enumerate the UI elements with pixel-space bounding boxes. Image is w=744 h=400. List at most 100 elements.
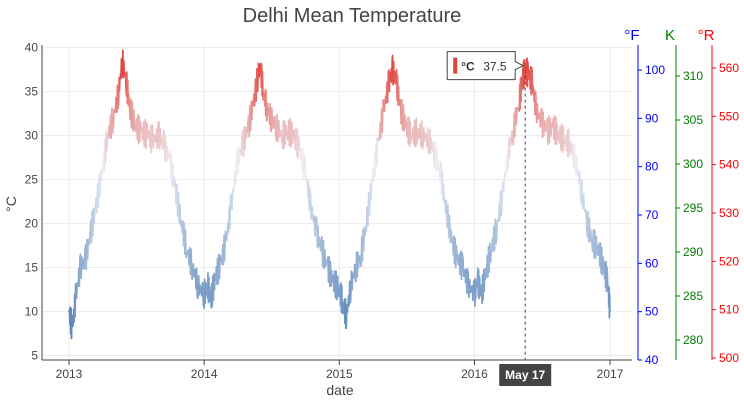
series-segment[interactable] <box>93 207 96 225</box>
secondary-tick-label: 530 <box>719 206 739 220</box>
series-segment[interactable] <box>383 100 386 113</box>
series-segment[interactable] <box>589 228 593 239</box>
series-segment[interactable] <box>195 267 199 298</box>
series-segment[interactable] <box>123 60 126 77</box>
series-segment[interactable] <box>573 143 576 175</box>
series-segment[interactable] <box>461 252 464 259</box>
series-segment[interactable] <box>472 280 475 302</box>
series-segment[interactable] <box>246 123 249 133</box>
series-segment[interactable] <box>515 106 518 125</box>
series-segment[interactable] <box>192 263 195 275</box>
secondary-tick-label: 520 <box>719 254 739 268</box>
series-segment[interactable] <box>145 121 149 130</box>
y-tick-label: 10 <box>25 305 39 319</box>
series-segment[interactable] <box>229 195 232 230</box>
series-segment[interactable] <box>166 145 169 160</box>
series-segment[interactable] <box>393 71 396 79</box>
series-segment[interactable] <box>78 256 81 287</box>
series-segment[interactable] <box>304 161 307 181</box>
series-segment[interactable] <box>544 122 548 133</box>
series-segment[interactable] <box>527 67 530 78</box>
series-segment[interactable] <box>179 204 182 227</box>
series-segment[interactable] <box>569 141 573 151</box>
series-segment[interactable] <box>563 142 566 151</box>
series-segment[interactable] <box>420 120 424 150</box>
series-segment[interactable] <box>346 304 349 313</box>
series-segment[interactable] <box>303 154 307 164</box>
secondary-tick-label: 305 <box>683 113 703 127</box>
series-segment[interactable] <box>280 129 283 143</box>
series-segment[interactable] <box>274 115 277 138</box>
series-segment[interactable] <box>88 228 91 242</box>
series-segment[interactable] <box>106 133 110 140</box>
series-segment[interactable] <box>190 248 193 280</box>
series-segment[interactable] <box>106 138 109 152</box>
series-segment[interactable] <box>416 137 419 146</box>
series-segment[interactable] <box>381 99 384 133</box>
series-segment[interactable] <box>238 149 241 163</box>
series-segment[interactable] <box>184 229 187 259</box>
secondary-tick-label: 300 <box>683 157 703 171</box>
series-segment[interactable] <box>223 230 227 262</box>
series-segment[interactable] <box>432 142 435 163</box>
series-segment[interactable] <box>502 178 506 193</box>
series-segment[interactable] <box>370 178 373 201</box>
series-segment[interactable] <box>375 137 378 167</box>
series-segment[interactable] <box>495 235 498 245</box>
series-segment[interactable] <box>500 208 503 216</box>
series-segment[interactable] <box>455 244 458 255</box>
data-line-layer[interactable] <box>68 49 611 340</box>
series-segment[interactable] <box>156 122 159 149</box>
series-segment[interactable] <box>112 108 115 128</box>
series-segment[interactable] <box>225 232 229 242</box>
secondary-tick-label: 100 <box>645 63 665 77</box>
series-segment[interactable] <box>150 124 153 154</box>
series-segment[interactable] <box>162 132 165 150</box>
series-segment[interactable] <box>311 205 314 219</box>
series-segment[interactable] <box>314 215 317 237</box>
series-segment[interactable] <box>438 164 441 175</box>
series-segment[interactable] <box>357 255 361 269</box>
series-segment[interactable] <box>353 263 357 282</box>
series-segment[interactable] <box>245 130 248 139</box>
series-segment[interactable] <box>272 116 275 124</box>
series-segment[interactable] <box>111 125 115 135</box>
series-segment[interactable] <box>543 119 546 131</box>
series-segment[interactable] <box>495 219 499 237</box>
series-segment[interactable] <box>442 183 446 204</box>
series-segment[interactable] <box>146 128 149 140</box>
series-segment[interactable] <box>201 282 205 306</box>
series-segment[interactable] <box>539 109 542 128</box>
series-segment[interactable] <box>318 236 321 244</box>
series-segment[interactable] <box>585 209 588 229</box>
series-segment[interactable] <box>468 278 472 294</box>
series-segment[interactable] <box>83 248 86 270</box>
series-segment[interactable] <box>160 137 163 146</box>
secondary-tick-label: 550 <box>719 109 739 123</box>
series-segment[interactable] <box>81 261 84 270</box>
series-segment[interactable] <box>308 186 312 195</box>
series-segment[interactable] <box>489 251 492 264</box>
series-segment[interactable] <box>511 130 514 144</box>
series-segment[interactable] <box>117 103 120 110</box>
y-tick-label: 40 <box>25 41 39 55</box>
x-axis-title: date <box>326 382 353 398</box>
series-segment[interactable] <box>579 171 582 199</box>
series-segment[interactable] <box>456 253 459 262</box>
series-segment[interactable] <box>359 255 362 263</box>
series-segment[interactable] <box>240 136 243 156</box>
series-segment[interactable] <box>430 138 433 150</box>
hover-point <box>522 67 528 73</box>
secondary-tick-label: 540 <box>719 158 739 172</box>
series-segment[interactable] <box>278 129 282 138</box>
series-segment[interactable] <box>297 136 301 147</box>
series-segment[interactable] <box>386 71 390 104</box>
series-segment[interactable] <box>319 238 323 252</box>
series-segment[interactable] <box>75 283 78 299</box>
series-segment[interactable] <box>437 159 440 167</box>
series-segment[interactable] <box>231 189 234 211</box>
series-segment[interactable] <box>582 193 586 211</box>
series-segment[interactable] <box>426 127 430 154</box>
series-segment[interactable] <box>235 153 238 185</box>
